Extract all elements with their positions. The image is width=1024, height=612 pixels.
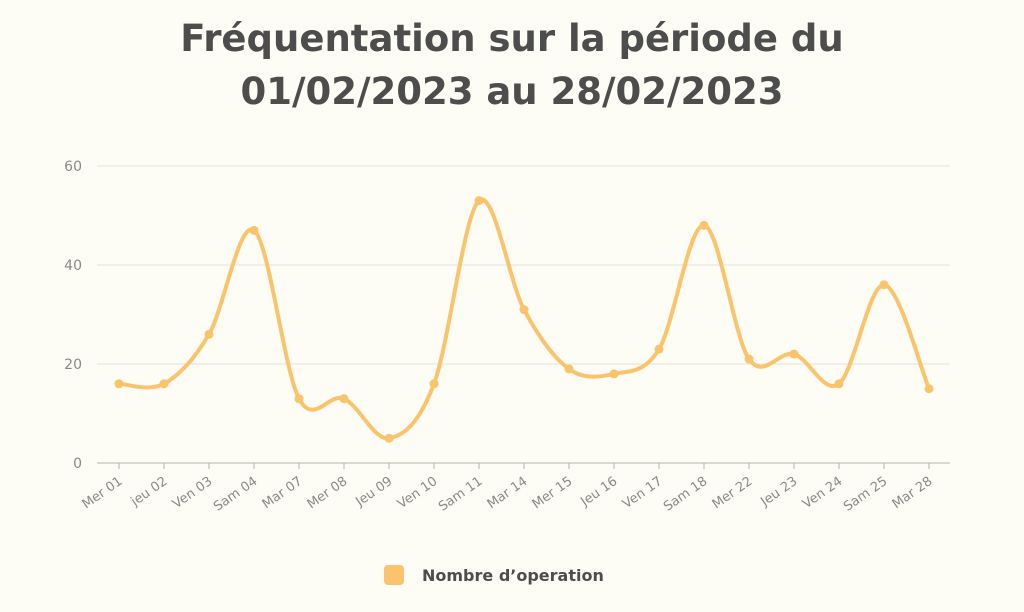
y-tick-label: 20: [64, 357, 82, 373]
data-point: [114, 379, 124, 389]
data-point: [924, 384, 934, 394]
series-line: [117, 197, 931, 441]
data-point: [384, 433, 394, 443]
x-tick-label: Ven 03: [170, 474, 215, 512]
data-point: [879, 280, 889, 290]
x-tick-label: Sam 11: [436, 474, 485, 515]
x-tick-label: Jeu 16: [577, 474, 620, 510]
data-point: [654, 344, 664, 354]
data-point: [159, 379, 169, 389]
x-tick-label: jeu 02: [128, 474, 171, 510]
data-point: [699, 220, 709, 230]
x-tick-label: Ven 17: [620, 474, 665, 512]
data-point: [294, 394, 304, 404]
x-tick-label: Sam 18: [661, 474, 710, 515]
x-tick-label: Jeu 09: [352, 474, 395, 510]
data-point: [204, 329, 214, 339]
legend-label: Nombre d’operation: [422, 565, 604, 585]
x-tick-label: Mar 07: [260, 474, 306, 512]
chart-title-line-2: 01/02/2023 au 28/02/2023: [240, 70, 784, 113]
data-point: [474, 196, 484, 206]
data-point: [249, 225, 259, 235]
x-tick-label: Mer 15: [530, 474, 576, 512]
x-tick-label: Mar 28: [890, 474, 936, 512]
x-tick-label: Sam 25: [841, 474, 890, 515]
data-point: [564, 364, 574, 374]
data-point: [429, 379, 439, 389]
y-tick-label: 40: [64, 258, 82, 274]
data-point: [519, 305, 529, 315]
data-point: [789, 349, 799, 359]
chart-legend: Nombre d’operation: [384, 565, 604, 585]
y-tick-label: 60: [64, 159, 82, 175]
x-tick-label: Mer 22: [710, 474, 756, 512]
x-tick-label: Mar 14: [485, 474, 531, 512]
chart-title-line-1: Fréquentation sur la période du: [180, 17, 844, 60]
x-tick-label: Ven 10: [395, 474, 440, 512]
x-tick-label: Mer 08: [305, 474, 351, 512]
chart-title: Fréquentation sur la période du 01/02/20…: [0, 12, 1024, 118]
y-tick-label: 0: [73, 456, 82, 472]
x-tick-label: Jeu 23: [757, 474, 800, 510]
x-tick-label: Ven 24: [800, 474, 845, 512]
data-point: [339, 394, 349, 404]
data-point: [744, 354, 754, 364]
data-point: [609, 369, 619, 379]
x-tick-label: Mer 01: [80, 474, 126, 512]
data-point: [834, 379, 844, 389]
x-tick-label: Sam 04: [211, 474, 260, 515]
legend-swatch: [384, 565, 404, 585]
